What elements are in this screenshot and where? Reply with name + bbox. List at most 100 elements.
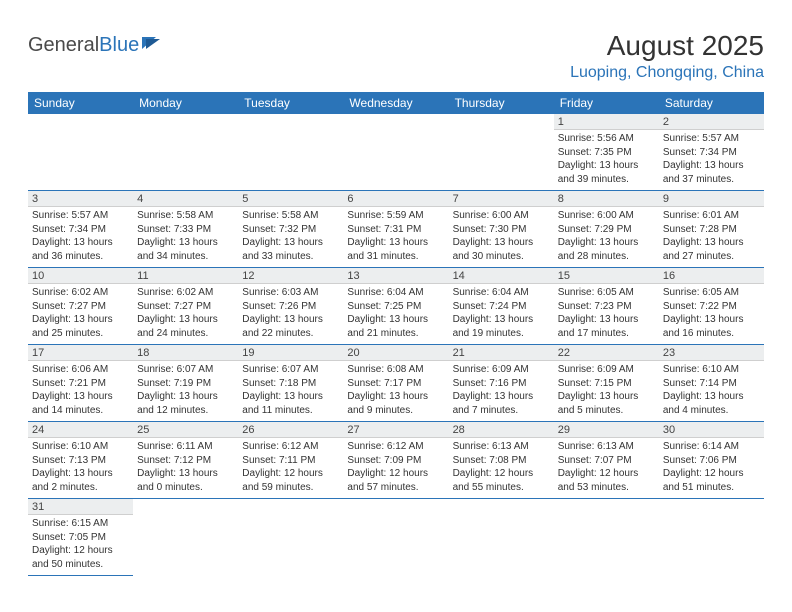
calendar-cell: 1Sunrise: 5:56 AMSunset: 7:35 PMDaylight…	[554, 114, 659, 191]
daylight-text: and 39 minutes.	[558, 173, 655, 187]
sunrise-text: Sunrise: 6:11 AM	[137, 440, 234, 454]
sunset-text: Sunset: 7:22 PM	[663, 300, 760, 314]
sunset-text: Sunset: 7:06 PM	[663, 454, 760, 468]
sunrise-text: Sunrise: 6:15 AM	[32, 517, 129, 531]
daylight-text: Daylight: 13 hours	[347, 390, 444, 404]
daylight-text: Daylight: 13 hours	[137, 467, 234, 481]
calendar-cell	[659, 499, 764, 576]
sunset-text: Sunset: 7:21 PM	[32, 377, 129, 391]
sunrise-text: Sunrise: 6:05 AM	[663, 286, 760, 300]
calendar-cell: 7Sunrise: 6:00 AMSunset: 7:30 PMDaylight…	[449, 191, 554, 268]
daylight-text: and 11 minutes.	[242, 404, 339, 418]
sunrise-text: Sunrise: 6:10 AM	[32, 440, 129, 454]
day-number: 4	[133, 191, 238, 207]
sunrise-text: Sunrise: 6:06 AM	[32, 363, 129, 377]
day-number: 9	[659, 191, 764, 207]
daylight-text: Daylight: 13 hours	[558, 159, 655, 173]
day-header: Monday	[133, 92, 238, 114]
calendar-cell: 30Sunrise: 6:14 AMSunset: 7:06 PMDayligh…	[659, 422, 764, 499]
calendar-cell: 20Sunrise: 6:08 AMSunset: 7:17 PMDayligh…	[343, 345, 448, 422]
sunrise-text: Sunrise: 5:57 AM	[663, 132, 760, 146]
calendar-row: 17Sunrise: 6:06 AMSunset: 7:21 PMDayligh…	[28, 345, 764, 422]
daylight-text: and 4 minutes.	[663, 404, 760, 418]
sunset-text: Sunset: 7:05 PM	[32, 531, 129, 545]
sunrise-text: Sunrise: 6:01 AM	[663, 209, 760, 223]
daylight-text: Daylight: 13 hours	[558, 313, 655, 327]
sunrise-text: Sunrise: 6:08 AM	[347, 363, 444, 377]
calendar-cell: 16Sunrise: 6:05 AMSunset: 7:22 PMDayligh…	[659, 268, 764, 345]
daylight-text: Daylight: 13 hours	[32, 236, 129, 250]
daylight-text: and 28 minutes.	[558, 250, 655, 264]
calendar-cell	[133, 114, 238, 191]
sunrise-text: Sunrise: 6:12 AM	[242, 440, 339, 454]
calendar-cell: 25Sunrise: 6:11 AMSunset: 7:12 PMDayligh…	[133, 422, 238, 499]
calendar-cell	[554, 499, 659, 576]
sunrise-text: Sunrise: 6:14 AM	[663, 440, 760, 454]
daylight-text: Daylight: 13 hours	[347, 313, 444, 327]
sunset-text: Sunset: 7:35 PM	[558, 146, 655, 160]
sunset-text: Sunset: 7:27 PM	[137, 300, 234, 314]
sunset-text: Sunset: 7:23 PM	[558, 300, 655, 314]
calendar-cell: 2Sunrise: 5:57 AMSunset: 7:34 PMDaylight…	[659, 114, 764, 191]
day-number: 3	[28, 191, 133, 207]
calendar-cell: 4Sunrise: 5:58 AMSunset: 7:33 PMDaylight…	[133, 191, 238, 268]
calendar-body: 1Sunrise: 5:56 AMSunset: 7:35 PMDaylight…	[28, 114, 764, 576]
sunset-text: Sunset: 7:19 PM	[137, 377, 234, 391]
logo-text-dark: General	[28, 34, 99, 57]
daylight-text: and 57 minutes.	[347, 481, 444, 495]
daylight-text: and 51 minutes.	[663, 481, 760, 495]
sunset-text: Sunset: 7:08 PM	[453, 454, 550, 468]
day-number: 6	[343, 191, 448, 207]
calendar-cell	[238, 499, 343, 576]
calendar-cell: 11Sunrise: 6:02 AMSunset: 7:27 PMDayligh…	[133, 268, 238, 345]
calendar-cell	[449, 114, 554, 191]
month-title: August 2025	[570, 30, 764, 62]
calendar-row: 24Sunrise: 6:10 AMSunset: 7:13 PMDayligh…	[28, 422, 764, 499]
day-number: 25	[133, 422, 238, 438]
daylight-text: Daylight: 13 hours	[453, 236, 550, 250]
calendar-cell: 8Sunrise: 6:00 AMSunset: 7:29 PMDaylight…	[554, 191, 659, 268]
calendar-cell: 9Sunrise: 6:01 AMSunset: 7:28 PMDaylight…	[659, 191, 764, 268]
daylight-text: and 27 minutes.	[663, 250, 760, 264]
calendar-cell: 13Sunrise: 6:04 AMSunset: 7:25 PMDayligh…	[343, 268, 448, 345]
flag-icon	[142, 34, 164, 57]
daylight-text: Daylight: 13 hours	[242, 390, 339, 404]
sunset-text: Sunset: 7:15 PM	[558, 377, 655, 391]
sunset-text: Sunset: 7:34 PM	[32, 223, 129, 237]
sunrise-text: Sunrise: 6:00 AM	[453, 209, 550, 223]
daylight-text: Daylight: 13 hours	[347, 236, 444, 250]
daylight-text: and 53 minutes.	[558, 481, 655, 495]
calendar-cell: 27Sunrise: 6:12 AMSunset: 7:09 PMDayligh…	[343, 422, 448, 499]
day-number: 18	[133, 345, 238, 361]
daylight-text: Daylight: 13 hours	[32, 467, 129, 481]
sunset-text: Sunset: 7:26 PM	[242, 300, 339, 314]
daylight-text: and 16 minutes.	[663, 327, 760, 341]
daylight-text: Daylight: 13 hours	[558, 390, 655, 404]
calendar-cell: 3Sunrise: 5:57 AMSunset: 7:34 PMDaylight…	[28, 191, 133, 268]
sunset-text: Sunset: 7:27 PM	[32, 300, 129, 314]
header: GeneralBlue August 2025 Luoping, Chongqi…	[28, 30, 764, 82]
daylight-text: Daylight: 12 hours	[242, 467, 339, 481]
location-text: Luoping, Chongqing, China	[570, 64, 764, 82]
sunrise-text: Sunrise: 6:13 AM	[558, 440, 655, 454]
daylight-text: and 30 minutes.	[453, 250, 550, 264]
calendar-row: 3Sunrise: 5:57 AMSunset: 7:34 PMDaylight…	[28, 191, 764, 268]
sunrise-text: Sunrise: 6:02 AM	[137, 286, 234, 300]
day-number: 28	[449, 422, 554, 438]
sunset-text: Sunset: 7:28 PM	[663, 223, 760, 237]
daylight-text: Daylight: 13 hours	[663, 390, 760, 404]
sunrise-text: Sunrise: 6:05 AM	[558, 286, 655, 300]
daylight-text: Daylight: 12 hours	[32, 544, 129, 558]
daylight-text: Daylight: 13 hours	[453, 313, 550, 327]
day-header: Thursday	[449, 92, 554, 114]
day-number: 30	[659, 422, 764, 438]
daylight-text: Daylight: 13 hours	[558, 236, 655, 250]
sunset-text: Sunset: 7:30 PM	[453, 223, 550, 237]
daylight-text: and 21 minutes.	[347, 327, 444, 341]
daylight-text: and 22 minutes.	[242, 327, 339, 341]
logo: GeneralBlue	[28, 34, 164, 57]
daylight-text: Daylight: 12 hours	[453, 467, 550, 481]
day-number: 1	[554, 114, 659, 130]
calendar-row: 1Sunrise: 5:56 AMSunset: 7:35 PMDaylight…	[28, 114, 764, 191]
sunset-text: Sunset: 7:24 PM	[453, 300, 550, 314]
